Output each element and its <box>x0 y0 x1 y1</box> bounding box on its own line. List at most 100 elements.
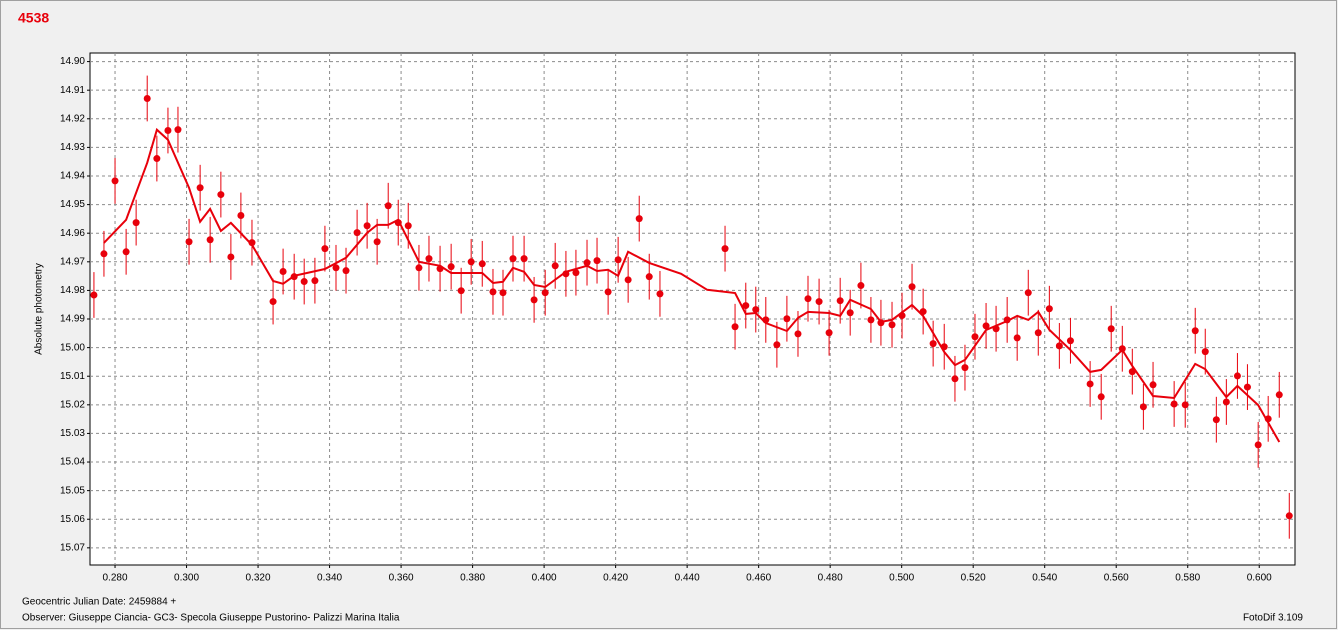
x-tick-label: 0.360 <box>389 573 414 584</box>
x-tick-label: 0.300 <box>174 573 199 584</box>
data-point <box>248 239 256 247</box>
y-tick-label: 14.98 <box>60 285 85 296</box>
data-point <box>1212 416 1220 424</box>
data-point <box>1191 327 1199 335</box>
data-point <box>1003 316 1011 324</box>
x-tick-label: 0.380 <box>460 573 485 584</box>
data-point <box>1097 393 1105 401</box>
data-point <box>1024 289 1032 297</box>
data-point <box>489 288 497 296</box>
data-point <box>384 202 392 210</box>
x-tick-label: 0.440 <box>675 573 700 584</box>
data-point <box>1139 403 1147 411</box>
data-point <box>940 343 948 351</box>
smoothed-line <box>103 127 1281 443</box>
data-point <box>269 298 277 306</box>
data-point <box>551 262 559 270</box>
data-point <box>530 296 538 304</box>
data-point <box>867 316 875 324</box>
data-point <box>1181 401 1189 409</box>
y-tick-label: 15.02 <box>60 399 85 410</box>
data-point <box>227 253 235 261</box>
data-point <box>499 289 507 297</box>
data-point <box>1149 381 1157 389</box>
data-point <box>804 295 812 303</box>
x-tick-label: 0.460 <box>746 573 771 584</box>
y-tick-label: 15.07 <box>60 542 85 553</box>
y-tick-label: 14.90 <box>60 56 85 67</box>
data-point <box>888 321 896 329</box>
data-point <box>1243 383 1251 391</box>
data-point <box>404 222 412 230</box>
data-point <box>132 219 140 227</box>
y-tick-label: 14.91 <box>60 85 85 96</box>
data-point <box>237 211 245 219</box>
x-tick-label: 0.600 <box>1247 573 1272 584</box>
data-point <box>1013 334 1021 342</box>
x-tick-label: 0.520 <box>961 573 986 584</box>
data-point <box>614 256 622 264</box>
y-tick-label: 15.01 <box>60 371 85 382</box>
x-tick-label: 0.420 <box>603 573 628 584</box>
y-tick-label: 14.97 <box>60 256 85 267</box>
data-point <box>457 287 465 295</box>
data-point <box>1034 329 1042 337</box>
data-point <box>825 329 833 337</box>
data-point <box>342 267 350 275</box>
data-point <box>467 258 475 266</box>
x-tick-label: 0.580 <box>1175 573 1200 584</box>
y-tick-label: 15.00 <box>60 342 85 353</box>
data-point <box>836 297 844 305</box>
data-point <box>919 308 927 316</box>
data-point <box>742 302 750 310</box>
data-point <box>1254 441 1262 449</box>
data-point <box>164 127 172 135</box>
y-axis-label: Absolute photometry <box>34 263 45 355</box>
data-point <box>541 289 549 297</box>
data-point <box>1275 391 1283 399</box>
y-tick-label: 14.96 <box>60 228 85 239</box>
data-point <box>624 276 632 284</box>
data-point <box>1066 337 1074 345</box>
data-point <box>300 278 308 286</box>
data-point <box>593 257 601 265</box>
data-point <box>857 282 865 290</box>
x-tick-label: 0.560 <box>1104 573 1129 584</box>
data-point <box>1201 348 1209 356</box>
data-point <box>90 291 98 299</box>
data-point <box>721 245 729 253</box>
data-point <box>1285 512 1293 520</box>
data-point <box>1264 415 1272 423</box>
data-point <box>1128 368 1136 376</box>
y-tick-label: 15.06 <box>60 514 85 525</box>
y-tick-label: 14.99 <box>60 314 85 325</box>
data-point <box>122 248 130 256</box>
data-point <box>783 315 791 323</box>
data-point <box>153 155 161 163</box>
x-tick-label: 0.320 <box>246 573 271 584</box>
data-point <box>185 238 193 246</box>
data-point <box>951 375 959 383</box>
data-point <box>583 259 591 267</box>
data-point <box>111 177 119 185</box>
y-tick-label: 14.94 <box>60 171 85 182</box>
data-point <box>1107 325 1115 333</box>
x-tick-label: 0.400 <box>532 573 557 584</box>
data-point <box>447 263 455 271</box>
software-version: FotoDif 3.109 <box>1243 613 1303 624</box>
data-point <box>846 309 854 317</box>
y-tick-label: 14.93 <box>60 142 85 153</box>
data-point <box>562 270 570 278</box>
data-point <box>1118 345 1126 353</box>
data-point <box>908 283 916 291</box>
data-point <box>196 184 204 192</box>
data-point <box>982 322 990 330</box>
data-point <box>509 255 517 263</box>
y-tick-label: 14.95 <box>60 199 85 210</box>
data-point <box>1045 305 1053 313</box>
y-tick-label: 15.04 <box>60 457 85 468</box>
x-tick-label: 0.540 <box>1032 573 1057 584</box>
y-tick-label: 15.05 <box>60 485 85 496</box>
data-point <box>815 298 823 306</box>
